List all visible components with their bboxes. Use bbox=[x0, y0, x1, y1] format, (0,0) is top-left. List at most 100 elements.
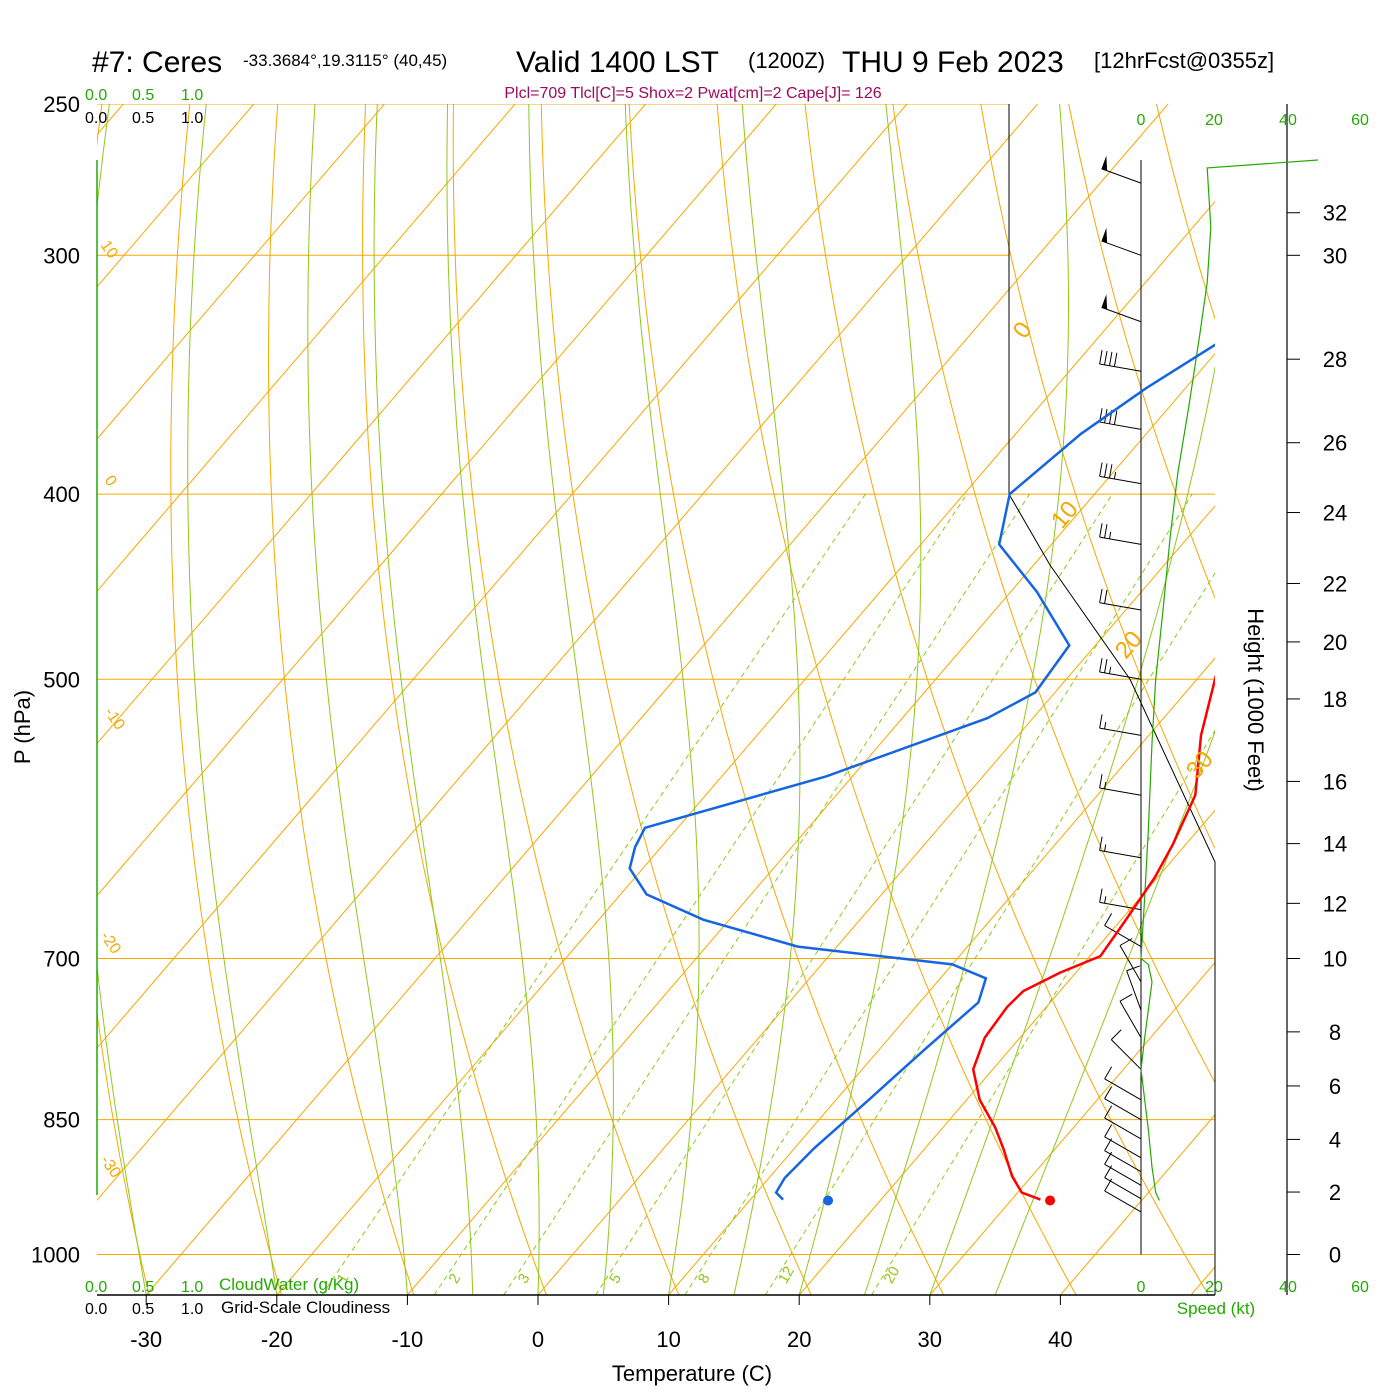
height-tick-label: 8 bbox=[1329, 1020, 1341, 1045]
y-axis-title: P (hPa) bbox=[10, 690, 35, 764]
wind-barb-feather bbox=[1104, 1124, 1113, 1138]
wind-barb bbox=[1119, 938, 1142, 983]
moist-adiabat-line bbox=[733, 104, 801, 1295]
wind-barb-staff bbox=[1110, 1039, 1142, 1070]
height-tick-label: 20 bbox=[1323, 630, 1347, 655]
moist-adiabat-line bbox=[798, 104, 922, 1295]
cloud-bottom-tick-1: 0.5 bbox=[132, 1279, 154, 1296]
cloud-top-tick-2: 1.0 bbox=[181, 87, 203, 104]
pressure-tick-label: 1000 bbox=[31, 1243, 80, 1268]
wind-barb-staff bbox=[1099, 727, 1142, 736]
dry-adiabat-line bbox=[1068, 104, 1215, 600]
moist-adiabat-line bbox=[373, 104, 474, 1295]
wind-barb bbox=[1104, 1178, 1142, 1213]
wind-barb-half-feather bbox=[1113, 471, 1117, 480]
wind-barb-feather bbox=[1104, 1138, 1113, 1151]
wind-barb-pennant bbox=[1101, 155, 1108, 171]
dewpoint-line bbox=[628, 343, 1215, 1201]
wind-barb-feather bbox=[1119, 993, 1133, 1002]
wind-barb bbox=[1099, 462, 1142, 485]
mixing-ratio-label: 20 bbox=[880, 1264, 903, 1287]
wind-barb bbox=[1099, 523, 1142, 545]
wind-barb-pennant bbox=[1101, 227, 1108, 243]
wind-barb-feather bbox=[1104, 589, 1108, 604]
wind-barb-staff bbox=[1101, 306, 1142, 323]
cloudwater-label: CloudWater (g/Kg) bbox=[219, 1275, 359, 1294]
height-tick-label: 14 bbox=[1323, 832, 1347, 857]
wind-barb-half-feather bbox=[1104, 721, 1107, 730]
wind-barb-feather bbox=[1104, 1066, 1113, 1080]
wind-barb bbox=[1119, 993, 1142, 1038]
isotherm-line bbox=[145, 104, 1169, 1295]
cloudiness-top-tick-0: 0.0 bbox=[85, 110, 107, 127]
wind-barb-staff bbox=[1104, 1190, 1142, 1213]
wind-barb-feather bbox=[1104, 658, 1108, 673]
wind-barb bbox=[1099, 774, 1142, 796]
mixing-ratio-line bbox=[503, 493, 1031, 1295]
height-tick-label: 12 bbox=[1323, 891, 1347, 916]
height-tick-label: 10 bbox=[1323, 946, 1347, 971]
coords-label: -33.3684°,19.3115° (40,45) bbox=[243, 51, 447, 70]
isotherm-line bbox=[276, 200, 1215, 1295]
wind-barb-half-feather bbox=[1104, 844, 1107, 852]
wind-barb bbox=[1104, 1105, 1142, 1140]
wind-barb-feather bbox=[1104, 1105, 1113, 1119]
speed-bottom-tick-2: 40 bbox=[1279, 1279, 1297, 1296]
wind-barb bbox=[1099, 408, 1142, 430]
speed-top-tick-1: 20 bbox=[1205, 112, 1223, 129]
mixing-ratio-line bbox=[684, 493, 1193, 1295]
cloud-top-tick-1: 0.5 bbox=[132, 87, 154, 104]
wind-barb-feather bbox=[1104, 1178, 1113, 1192]
moist-adiabat-line bbox=[929, 365, 1215, 1295]
isotherm-line bbox=[929, 961, 1215, 1295]
cloudiness-top-tick-1: 0.5 bbox=[132, 110, 154, 127]
wind-barb-half-feather bbox=[1108, 531, 1112, 539]
isotherm-line bbox=[97, 104, 647, 745]
wind-barb-staff bbox=[1104, 1078, 1142, 1101]
date-label: THU 9 Feb 2023 bbox=[842, 46, 1064, 79]
dry-adiabat-line bbox=[892, 104, 1215, 1084]
isotherm-label: -10 bbox=[101, 705, 128, 734]
isotherm-line bbox=[798, 809, 1215, 1295]
isotherm-line bbox=[1060, 1114, 1215, 1295]
mixing-ratio-line bbox=[871, 729, 1215, 1295]
temperature-line bbox=[971, 674, 1215, 1201]
wind-barb-staff bbox=[1104, 1117, 1142, 1140]
height-tick-label: 2 bbox=[1329, 1180, 1341, 1205]
dry-adiabat-label: 30 bbox=[1181, 746, 1219, 784]
wind-barb-feather bbox=[1108, 351, 1113, 366]
wind-barb bbox=[1099, 714, 1142, 736]
wind-barb bbox=[1101, 155, 1142, 184]
wind-barb-staff bbox=[1104, 1098, 1142, 1121]
x-tick-label: 0 bbox=[532, 1327, 544, 1352]
moist-adiabat-line bbox=[864, 104, 1069, 1295]
x-tick-label: 40 bbox=[1048, 1327, 1072, 1352]
dry-adiabat-line bbox=[452, 104, 680, 1295]
height-tick-label: 24 bbox=[1323, 501, 1347, 526]
x-tick-label: 10 bbox=[656, 1327, 680, 1352]
isotherm-line bbox=[407, 352, 1215, 1295]
wind-barb-staff bbox=[1099, 602, 1142, 611]
x-axis-title: Temperature (C) bbox=[612, 1361, 772, 1386]
wind-barb-feather bbox=[1099, 462, 1103, 477]
indices-label: Plcl=709 Tlcl[C]=5 Shox=2 Pwat[cm]=2 Cap… bbox=[504, 85, 881, 102]
cloud-bottom-tick-2: 1.0 bbox=[181, 1279, 203, 1296]
dewpoint-surface-marker bbox=[823, 1195, 834, 1206]
wind-barb-staff bbox=[1099, 671, 1142, 680]
plot-frame-right bbox=[1008, 104, 1216, 1295]
height-tick-label: 26 bbox=[1323, 431, 1347, 456]
height-tick-label: 18 bbox=[1323, 687, 1347, 712]
wind-barb-feather bbox=[1099, 350, 1103, 365]
wind-barb bbox=[1126, 965, 1142, 1011]
cloudiness-bottom-tick-1: 0.5 bbox=[132, 1301, 154, 1318]
wind-barb bbox=[1099, 350, 1142, 372]
wind-barb-staff bbox=[1104, 925, 1142, 947]
wind-barb-staff bbox=[1101, 240, 1142, 256]
wind-barb-staff bbox=[1126, 970, 1142, 1011]
mixing-ratio-label: 8 bbox=[695, 1271, 714, 1287]
wind-barb-feather bbox=[1099, 588, 1103, 603]
moist-adiabat-line bbox=[528, 104, 614, 1295]
cloud-bottom-tick-0: 0.0 bbox=[85, 1279, 107, 1296]
x-tick-label: -10 bbox=[392, 1327, 424, 1352]
dry-adiabat-line bbox=[362, 104, 547, 1295]
